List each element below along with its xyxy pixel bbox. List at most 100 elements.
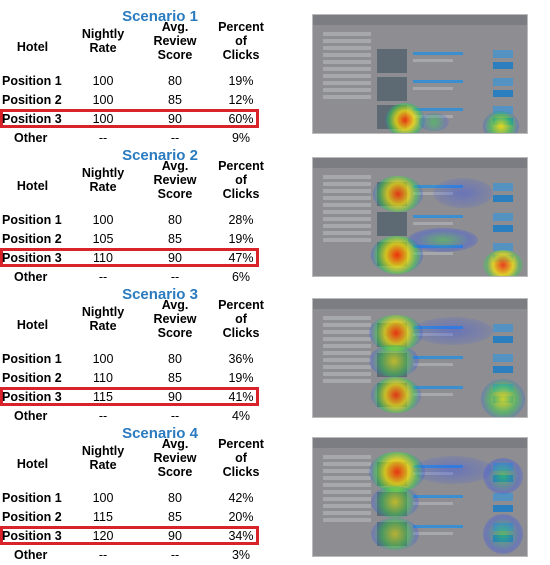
- row-score: 90: [168, 529, 182, 543]
- header-nightly-rate: Nightly Rate: [81, 27, 125, 55]
- row-rate: 105: [92, 232, 114, 246]
- table-row: Other -- -- 6%: [0, 268, 280, 287]
- row-rate: 100: [92, 213, 114, 227]
- header-avg-review-score: Avg. Review Score: [153, 437, 197, 479]
- row-rate: 115: [93, 390, 113, 404]
- row-label: Position 2: [2, 510, 62, 524]
- row-score: 90: [168, 112, 182, 126]
- row-score: --: [170, 131, 180, 145]
- row-label: Position 3: [2, 251, 62, 265]
- row-pct: 34%: [228, 529, 254, 543]
- row-label: Position 3: [2, 112, 62, 126]
- header-hotel: Hotel: [16, 318, 49, 332]
- table-row-highlighted: Position 3 115 90 41%: [0, 387, 280, 407]
- row-pct: 36%: [228, 352, 254, 366]
- row-label: Other: [14, 270, 48, 284]
- row-rate: 100: [92, 352, 114, 366]
- row-label: Other: [14, 409, 48, 423]
- scenario-title: Scenario 1: [122, 8, 198, 25]
- table-row-highlighted: Position 3 120 90 34%: [0, 526, 280, 546]
- table-row: Position 1 100 80 36%: [0, 350, 280, 369]
- table-row: Other -- -- 4%: [0, 407, 280, 426]
- table-row: Position 1 100 80 19%: [0, 72, 280, 91]
- row-label: Other: [14, 131, 48, 145]
- row-pct: 41%: [228, 390, 254, 404]
- header-percent-of-clicks: Percent of Clicks: [218, 298, 264, 340]
- header-avg-review-score: Avg. Review Score: [153, 298, 197, 340]
- row-score: 80: [168, 74, 182, 88]
- table-row: Other -- -- 9%: [0, 129, 280, 148]
- highlight-box: [0, 387, 259, 406]
- row-rate: 100: [92, 112, 114, 126]
- header-nightly-rate: Nightly Rate: [81, 444, 125, 472]
- row-rate: --: [98, 270, 108, 284]
- row-score: 80: [168, 213, 182, 227]
- row-rate: 100: [92, 74, 114, 88]
- header-hotel: Hotel: [16, 40, 49, 54]
- row-score: --: [170, 409, 180, 423]
- table-row: Position 2 110 85 19%: [0, 369, 280, 388]
- row-rate: 100: [92, 93, 114, 107]
- heatmap-screenshot-thumbnail: [312, 14, 528, 134]
- row-rate: --: [98, 548, 108, 562]
- highlight-box: [0, 248, 259, 267]
- row-pct: 20%: [228, 510, 254, 524]
- row-pct: 3%: [231, 548, 251, 562]
- row-rate: --: [98, 131, 108, 145]
- row-label: Position 1: [2, 491, 62, 505]
- row-label: Other: [14, 548, 48, 562]
- table-row-highlighted: Position 3 110 90 47%: [0, 248, 280, 268]
- row-score: --: [170, 270, 180, 284]
- row-pct: 19%: [228, 232, 254, 246]
- row-pct: 19%: [228, 74, 254, 88]
- header-nightly-rate: Nightly Rate: [81, 166, 125, 194]
- row-rate: 120: [92, 529, 114, 543]
- scenario-1: Scenario 1 Hotel Nightly Rate Avg. Review S…: [0, 8, 550, 148]
- heatmap-screenshot-thumbnail: [312, 298, 528, 418]
- row-rate: 110: [93, 371, 113, 385]
- highlight-box: [0, 526, 259, 545]
- row-pct: 12%: [228, 93, 254, 107]
- row-label: Position 3: [2, 529, 62, 543]
- row-rate: 100: [92, 491, 114, 505]
- row-pct: 9%: [231, 131, 251, 145]
- row-label: Position 2: [2, 371, 62, 385]
- row-pct: 42%: [228, 491, 254, 505]
- heatmap-screenshot-thumbnail: [312, 437, 528, 557]
- row-score: 85: [168, 371, 182, 385]
- scenario-2: Scenario 2 Hotel Nightly Rate Avg. Review S…: [0, 147, 550, 287]
- row-rate: 115: [93, 510, 113, 524]
- row-pct: 19%: [228, 371, 254, 385]
- table-row: Position 2 100 85 12%: [0, 91, 280, 110]
- scenario-4: Scenario 4 Hotel Nightly Rate Avg. Review S…: [0, 425, 550, 565]
- row-label: Position 1: [2, 213, 62, 227]
- table-row: Position 2 115 85 20%: [0, 508, 280, 527]
- row-score: 85: [168, 232, 182, 246]
- row-label: Position 1: [2, 74, 62, 88]
- row-pct: 28%: [228, 213, 254, 227]
- row-rate: --: [98, 409, 108, 423]
- row-label: Position 2: [2, 93, 62, 107]
- header-percent-of-clicks: Percent of Clicks: [218, 437, 264, 479]
- row-score: 90: [168, 390, 182, 404]
- row-score: --: [170, 548, 180, 562]
- row-score: 85: [168, 510, 182, 524]
- table-row: Other -- -- 3%: [0, 546, 280, 565]
- header-percent-of-clicks: Percent of Clicks: [218, 20, 264, 62]
- header-percent-of-clicks: Percent of Clicks: [218, 159, 264, 201]
- header-hotel: Hotel: [16, 179, 49, 193]
- row-score: 80: [168, 491, 182, 505]
- header-hotel: Hotel: [16, 457, 49, 471]
- header-avg-review-score: Avg. Review Score: [153, 159, 197, 201]
- scenario-title: Scenario 3: [122, 286, 198, 303]
- highlight-box: [0, 109, 259, 128]
- scenario-title: Scenario 2: [122, 147, 198, 164]
- row-score: 85: [168, 93, 182, 107]
- table-row: Position 1 100 80 42%: [0, 489, 280, 508]
- header-nightly-rate: Nightly Rate: [81, 305, 125, 333]
- row-score: 80: [168, 352, 182, 366]
- table-row: Position 1 100 80 28%: [0, 211, 280, 230]
- row-rate: 110: [93, 251, 113, 265]
- row-pct: 6%: [231, 270, 251, 284]
- heatmap-screenshot-thumbnail: [312, 157, 528, 277]
